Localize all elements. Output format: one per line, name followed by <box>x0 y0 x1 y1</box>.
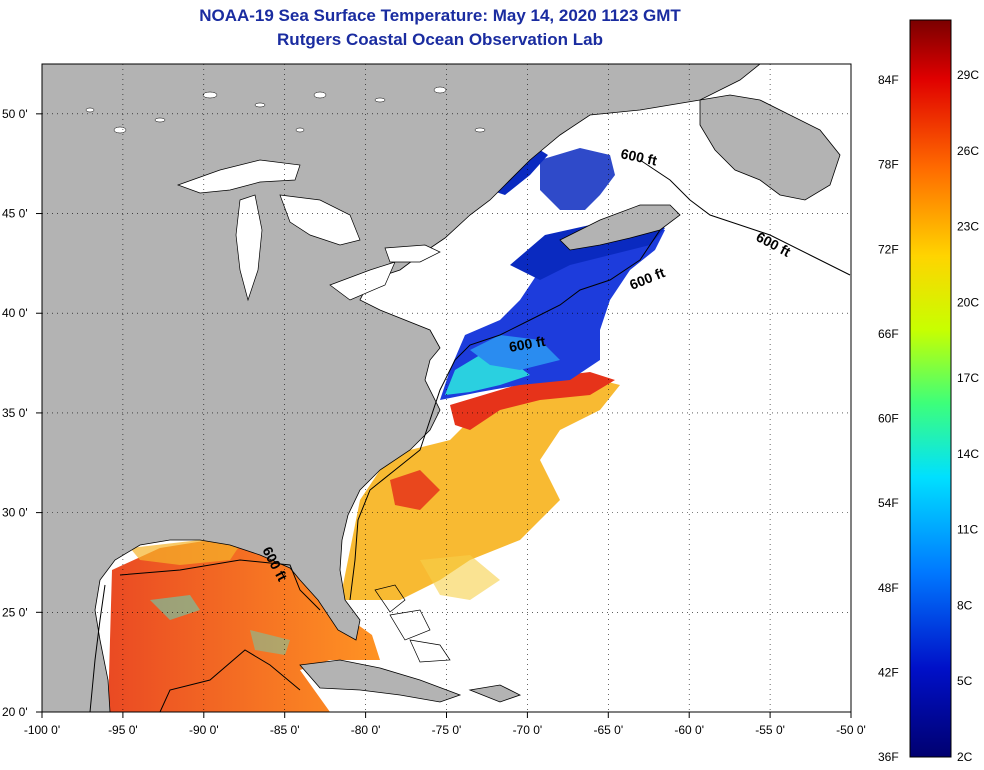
lon-tick-label: -80 0' <box>351 723 381 737</box>
lon-tick-label: -55 0' <box>755 723 785 737</box>
colorbar-c-label: 11C <box>957 523 978 537</box>
isobath-label: 600 ft <box>508 333 547 355</box>
lat-tick-label: 35 0' <box>2 406 28 420</box>
gulf-stream-sst <box>340 380 620 600</box>
colorbar-f-label: 78F <box>878 158 899 172</box>
colorbar-f-label: 54F <box>878 496 899 510</box>
lon-tick-label: -60 0' <box>674 723 704 737</box>
lat-tick-label: 45 0' <box>2 207 28 221</box>
map-title: NOAA-19 Sea Surface Temperature: May 14,… <box>199 6 681 25</box>
lon-tick-label: -95 0' <box>108 723 138 737</box>
colorbar-c-label: 8C <box>957 598 973 612</box>
colorbar-f-label: 84F <box>878 73 899 87</box>
colorbar-f-label: 48F <box>878 581 899 595</box>
colorbar-c-label: 20C <box>957 295 979 309</box>
lon-tick-label: -50 0' <box>836 723 866 737</box>
colorbar-c-label: 26C <box>957 144 979 158</box>
lat-tick-label: 20 0' <box>2 705 28 719</box>
gulf-stream-core <box>450 372 615 430</box>
warm-scatter <box>420 555 500 600</box>
colorbar-c-label: 23C <box>957 220 979 234</box>
lat-tick-label: 50 0' <box>2 107 28 121</box>
gulf-st-lawrence <box>540 148 615 210</box>
lon-tick-label: -75 0' <box>432 723 462 737</box>
map-subtitle: Rutgers Coastal Ocean Observation Lab <box>277 30 603 49</box>
longitude-axis: -100 0' -95 0' -90 0' -85 0' -80 0' -75 0' -70… <box>24 712 866 737</box>
colorbar-c-label: 5C <box>957 674 973 688</box>
graticule <box>42 64 851 712</box>
lon-tick-label: -65 0' <box>593 723 623 737</box>
colorbar-f-label: 42F <box>878 665 899 679</box>
colorbar-fahrenheit-labels: 84F 78F 72F 66F 60F 54F 48F 42F 36F <box>878 73 899 764</box>
gulf-patch <box>130 540 240 565</box>
colorbar-c-label: 17C <box>957 371 979 385</box>
great-lakes <box>176 159 441 302</box>
shelf-mid <box>470 335 560 370</box>
cuba <box>299 659 462 703</box>
isobath-label: 600 ft <box>619 145 658 168</box>
lon-tick-label: -85 0' <box>270 723 300 737</box>
latitude-axis: 50 0' 45 0' 40 0' 35 0' 30 0' 25 0' 20 0' <box>2 107 42 719</box>
lat-tick-label: 30 0' <box>2 506 28 520</box>
colorbar-f-label: 72F <box>878 242 899 256</box>
newfoundland <box>699 94 841 201</box>
warm-eddy <box>390 470 440 510</box>
lon-tick-label: -70 0' <box>513 723 543 737</box>
colorbar <box>909 19 952 758</box>
nova-scotia <box>559 204 681 251</box>
colorbar-f-label: 60F <box>878 412 899 426</box>
lon-tick-label: -90 0' <box>189 723 219 737</box>
colorbar-c-label: 2C <box>957 750 973 764</box>
colorbar-c-label: 29C <box>957 68 979 82</box>
isobath-600ft <box>89 159 851 712</box>
small-lakes <box>85 86 486 134</box>
colorbar-c-label: 14C <box>957 447 979 461</box>
lat-tick-label: 25 0' <box>2 605 28 619</box>
lat-tick-label: 40 0' <box>2 306 28 320</box>
hispaniola <box>468 684 522 703</box>
colorbar-f-label: 66F <box>878 327 899 341</box>
colorbar-celsius-labels: 29C 26C 23C 20C 17C 14C 11C 8C 5C 2C <box>957 68 979 764</box>
gulf-cool-patch <box>150 595 200 620</box>
colorbar-f-label: 36F <box>878 750 899 764</box>
bahamas <box>374 584 451 663</box>
lon-tick-label: -100 0' <box>24 723 60 737</box>
land-mass <box>42 64 761 712</box>
gulf-cool-patch-2 <box>250 630 290 655</box>
